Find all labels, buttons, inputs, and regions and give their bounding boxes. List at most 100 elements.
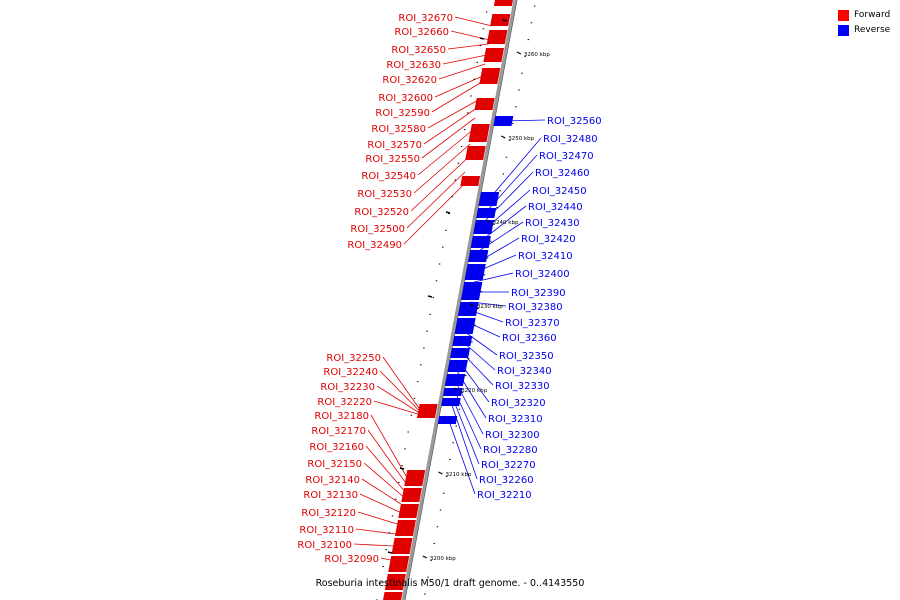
forward-label: ROI_32590 [375,108,430,119]
forward-label: ROI_32580 [371,124,426,135]
reverse-gene [470,236,491,248]
forward-label: ROI_32160 [309,442,364,453]
reverse-gene [473,220,494,234]
scale-label: 3250 kbp [508,136,534,142]
scale-label: 3210 kbp [446,472,472,478]
reverse-swatch [838,24,849,36]
leader-line [442,54,487,65]
forward-label: ROI_32250 [326,353,381,364]
legend-reverse-label: Reverse [854,25,891,35]
leader-line [365,445,404,491]
reverse-label: ROI_32470 [539,151,594,162]
forward-gene [383,592,403,600]
leader-line [452,397,480,465]
leader-line [462,341,496,371]
leader-line [382,356,420,409]
reverse-gene [444,374,466,386]
reverse-label: ROI_32430 [525,218,580,229]
forward-gene [460,176,481,186]
reverse-gene [450,348,471,358]
scale-tick [422,555,428,559]
leader-line [489,137,542,199]
reverse-label: ROI_32560 [547,116,602,127]
reverse-gene [441,398,461,406]
reverse-label: ROI_32260 [479,475,534,486]
scale-tick [445,211,451,214]
scale-tick [387,551,393,554]
forward-label: ROI_32230 [320,382,375,393]
forward-label: ROI_32660 [394,27,449,38]
forward-label: ROI_32630 [386,60,441,71]
forward-label: ROI_32620 [382,75,437,86]
leader-line [379,370,419,411]
reverse-label: ROI_32480 [543,134,598,145]
leader-line [464,331,498,356]
reverse-gene [452,336,473,346]
leader-line [357,511,398,525]
reverse-label: ROI_32210 [477,490,532,501]
reverse-label: ROI_32280 [483,445,538,456]
scale-tick [479,37,485,40]
reverse-gene [443,388,463,396]
scale-label: 3240 kbp [493,220,519,226]
reverse-label: ROI_32320 [491,398,546,409]
forward-label: ROI_32120 [301,508,356,519]
reverse-gene [454,318,476,334]
reverse-label: ROI_32360 [502,333,557,344]
leader-line [376,385,419,413]
forward-label: ROI_32550 [365,154,420,165]
forward-label: ROI_32670 [398,13,453,24]
forward-label: ROI_32520 [354,207,409,218]
forward-gene [465,146,486,160]
leader-line [406,171,466,229]
forward-label: ROI_32530 [357,189,412,200]
reverse-label: ROI_32370 [505,318,560,329]
leader-line [427,99,479,129]
reverse-gene [464,264,486,280]
leader-line [359,493,400,513]
reverse-label: ROI_32300 [485,430,540,441]
forward-label: ROI_32650 [391,45,446,56]
forward-label: ROI_32100 [297,540,352,551]
scale-tick [502,19,508,22]
forward-gene [388,556,410,572]
forward-gene [468,124,490,142]
legend: Forward Reverse [838,9,898,39]
scale-tick [469,303,475,307]
forward-gene [474,98,495,110]
reverse-gene [447,360,468,372]
forward-label: ROI_32180 [314,411,369,422]
scale-tick [438,471,443,475]
leader-line [454,16,493,27]
reverse-gene [478,192,500,206]
scale-label: 3220 kbp [461,388,487,394]
leader-line [361,478,402,505]
forward-label: ROI_32110 [299,525,354,536]
forward-label: ROI_32570 [367,140,422,151]
leader-line [403,185,463,245]
leader-line [421,117,476,159]
forward-gene [493,0,513,6]
forward-label: ROI_32240 [323,367,378,378]
forward-label: ROI_32150 [307,459,362,470]
leader-line [380,557,391,561]
reverse-label: ROI_32440 [528,202,583,213]
legend-forward-label: Forward [854,10,891,20]
leader-line [481,205,527,241]
reverse-label: ROI_32330 [495,381,550,392]
leader-line [423,107,478,145]
forward-gene [398,504,419,518]
reverse-gene [476,208,497,218]
reverse-gene [458,302,479,316]
leader-line [448,419,476,495]
reverse-label: ROI_32350 [499,351,554,362]
scale-tick [500,135,506,139]
reverse-gene [461,282,483,300]
reverse-label: ROI_32340 [497,366,552,377]
legend-forward: Forward [838,9,898,21]
forward-gene [479,68,501,84]
forward-swatch [838,9,849,21]
leader-line [353,543,394,547]
reverse-label: ROI_32410 [518,251,573,262]
forward-label: ROI_32170 [311,426,366,437]
